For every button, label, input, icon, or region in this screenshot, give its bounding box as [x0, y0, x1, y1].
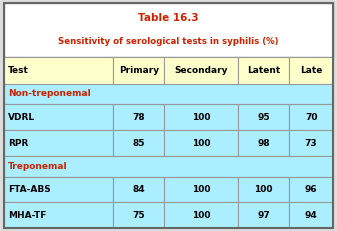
Text: MHA-TF: MHA-TF [8, 211, 47, 220]
Text: 100: 100 [192, 211, 211, 220]
Bar [4, 156, 333, 177]
Text: FTA-ABS: FTA-ABS [8, 185, 51, 194]
Bar [4, 177, 113, 202]
Bar [4, 84, 333, 104]
Text: 78: 78 [132, 113, 145, 122]
Bar [289, 202, 333, 228]
Text: Secondary: Secondary [175, 66, 228, 75]
Text: 98: 98 [257, 139, 270, 148]
Text: Test: Test [8, 66, 29, 75]
Bar [113, 57, 164, 84]
Text: Late: Late [300, 66, 322, 75]
Bar [289, 57, 333, 84]
Text: RPR: RPR [8, 139, 28, 148]
Bar [4, 130, 113, 156]
Text: Treponemal: Treponemal [8, 162, 68, 171]
Text: 100: 100 [192, 139, 211, 148]
Text: 100: 100 [192, 113, 211, 122]
Text: Latent: Latent [247, 66, 280, 75]
Text: 100: 100 [254, 185, 273, 194]
Text: Table 16.3: Table 16.3 [138, 13, 199, 23]
Text: 94: 94 [305, 211, 317, 220]
Text: 100: 100 [192, 185, 211, 194]
Text: 97: 97 [257, 211, 270, 220]
Bar [113, 202, 164, 228]
Text: 75: 75 [132, 211, 145, 220]
Bar [238, 57, 289, 84]
Bar [113, 177, 164, 202]
Bar [164, 202, 238, 228]
Bar [164, 104, 238, 130]
Text: 96: 96 [305, 185, 317, 194]
Text: Non-treponemal: Non-treponemal [8, 89, 91, 98]
Bar [164, 130, 238, 156]
Bar [4, 3, 333, 57]
Text: 73: 73 [305, 139, 317, 148]
Bar [238, 130, 289, 156]
Bar [113, 104, 164, 130]
Bar [164, 57, 238, 84]
Bar [113, 130, 164, 156]
Bar [4, 57, 113, 84]
Text: 85: 85 [132, 139, 145, 148]
Bar [4, 104, 113, 130]
Bar [289, 130, 333, 156]
Text: 95: 95 [257, 113, 270, 122]
Text: Primary: Primary [119, 66, 159, 75]
Text: 70: 70 [305, 113, 317, 122]
Bar [289, 104, 333, 130]
Bar [4, 202, 113, 228]
Bar [164, 177, 238, 202]
Bar [289, 177, 333, 202]
Text: Sensitivity of serological tests in syphilis (%): Sensitivity of serological tests in syph… [58, 37, 279, 46]
Text: VDRL: VDRL [8, 113, 35, 122]
Bar [238, 104, 289, 130]
Bar [238, 202, 289, 228]
Text: 84: 84 [132, 185, 145, 194]
Bar [238, 177, 289, 202]
